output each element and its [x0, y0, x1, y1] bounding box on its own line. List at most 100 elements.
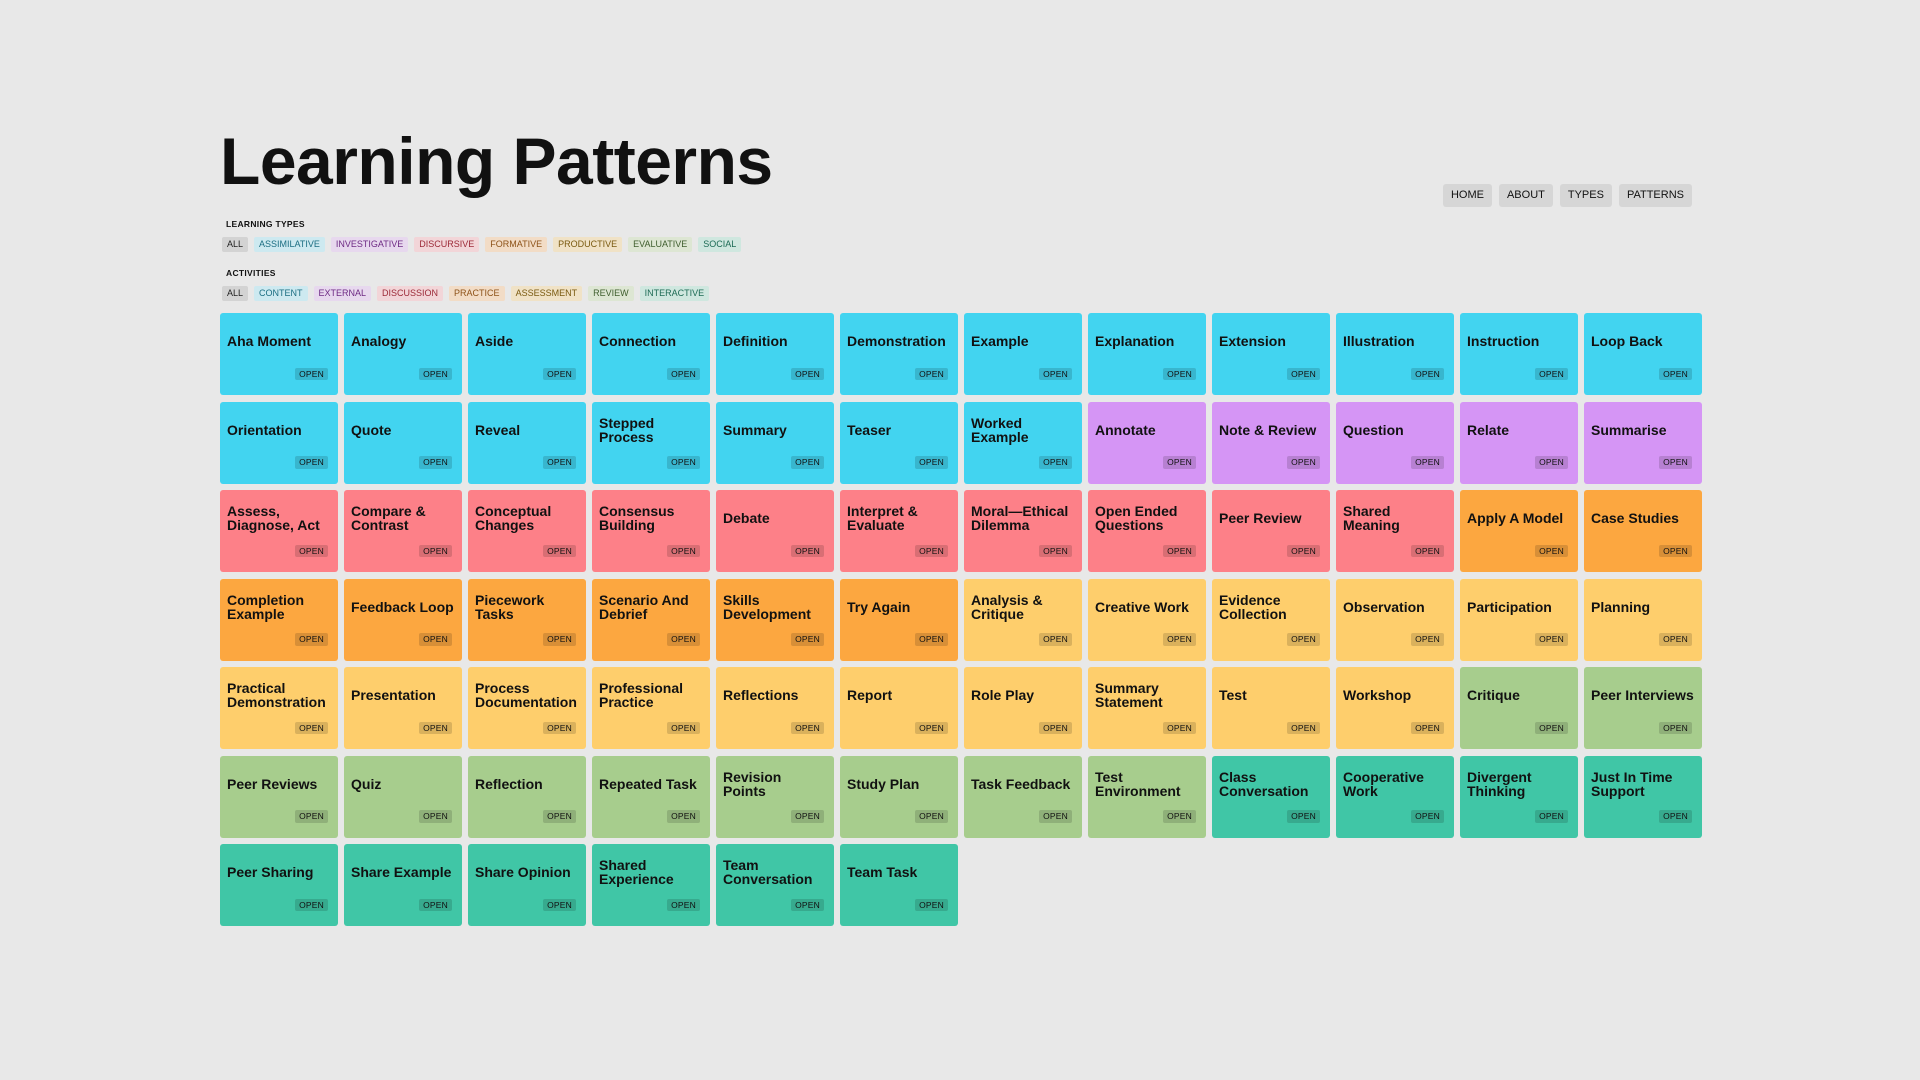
pattern-card-peer-interviews[interactable]: Peer Interviews OPEN — [1584, 667, 1702, 749]
pattern-card-team-conversation[interactable]: Team Conversation OPEN — [716, 844, 834, 926]
open-button[interactable]: OPEN — [915, 721, 948, 734]
open-button[interactable]: OPEN — [667, 367, 700, 380]
pattern-card-study-plan[interactable]: Study Plan OPEN — [840, 755, 958, 838]
open-button[interactable]: OPEN — [667, 721, 700, 734]
pattern-card-test[interactable]: Test OPEN — [1212, 667, 1330, 749]
open-button[interactable]: OPEN — [295, 810, 328, 823]
nav-patterns[interactable]: PATTERNS — [1618, 184, 1692, 207]
pattern-card-example[interactable]: Example OPEN — [964, 313, 1082, 395]
pattern-card-illustration[interactable]: Illustration OPEN — [1336, 313, 1454, 395]
type-chip-all[interactable]: ALL — [222, 237, 249, 252]
pattern-card-aha-moment[interactable]: Aha Moment OPEN — [220, 313, 338, 395]
open-button[interactable]: OPEN — [1287, 810, 1320, 823]
open-button[interactable]: OPEN — [1411, 721, 1444, 734]
pattern-card-peer-reviews[interactable]: Peer Reviews OPEN — [220, 755, 338, 838]
pattern-card-reflections[interactable]: Reflections OPEN — [716, 667, 834, 749]
pattern-card-peer-review[interactable]: Peer Review OPEN — [1212, 490, 1330, 572]
pattern-card-compare-contrast[interactable]: Compare & Contrast OPEN — [344, 490, 462, 572]
open-button[interactable]: OPEN — [295, 898, 328, 911]
pattern-card-task-feedback[interactable]: Task Feedback OPEN — [964, 755, 1082, 838]
open-button[interactable]: OPEN — [543, 456, 576, 469]
open-button[interactable]: OPEN — [1163, 810, 1196, 823]
open-button[interactable]: OPEN — [543, 810, 576, 823]
open-button[interactable]: OPEN — [791, 544, 824, 557]
open-button[interactable]: OPEN — [295, 367, 328, 380]
pattern-card-share-example[interactable]: Share Example OPEN — [344, 844, 462, 926]
open-button[interactable]: OPEN — [1411, 633, 1444, 646]
open-button[interactable]: OPEN — [1039, 544, 1072, 557]
open-button[interactable]: OPEN — [1163, 633, 1196, 646]
open-button[interactable]: OPEN — [1535, 721, 1568, 734]
open-button[interactable]: OPEN — [419, 810, 452, 823]
open-button[interactable]: OPEN — [1039, 810, 1072, 823]
pattern-card-summary[interactable]: Summary OPEN — [716, 401, 834, 484]
pattern-card-debate[interactable]: Debate OPEN — [716, 490, 834, 572]
pattern-card-revision-points[interactable]: Revision Points OPEN — [716, 755, 834, 838]
activity-chip-assessment[interactable]: ASSESSMENT — [510, 286, 583, 301]
open-button[interactable]: OPEN — [1039, 721, 1072, 734]
activity-chip-discussion[interactable]: DISCUSSION — [377, 286, 444, 301]
open-button[interactable]: OPEN — [791, 810, 824, 823]
pattern-card-presentation[interactable]: Presentation OPEN — [344, 667, 462, 749]
open-button[interactable]: OPEN — [543, 633, 576, 646]
open-button[interactable]: OPEN — [791, 367, 824, 380]
pattern-card-process-documentation[interactable]: Process Documentation OPEN — [468, 667, 586, 749]
pattern-card-repeated-task[interactable]: Repeated Task OPEN — [592, 755, 710, 838]
open-button[interactable]: OPEN — [915, 367, 948, 380]
pattern-card-feedback-loop[interactable]: Feedback Loop OPEN — [344, 578, 462, 661]
pattern-card-case-studies[interactable]: Case Studies OPEN — [1584, 490, 1702, 572]
open-button[interactable]: OPEN — [1163, 456, 1196, 469]
open-button[interactable]: OPEN — [667, 544, 700, 557]
pattern-card-just-in-time-support[interactable]: Just In Time Support OPEN — [1584, 755, 1702, 838]
pattern-card-question[interactable]: Question OPEN — [1336, 401, 1454, 484]
open-button[interactable]: OPEN — [667, 456, 700, 469]
pattern-card-divergent-thinking[interactable]: Divergent Thinking OPEN — [1460, 755, 1578, 838]
open-button[interactable]: OPEN — [1163, 544, 1196, 557]
pattern-card-explanation[interactable]: Explanation OPEN — [1088, 313, 1206, 395]
open-button[interactable]: OPEN — [295, 456, 328, 469]
open-button[interactable]: OPEN — [915, 898, 948, 911]
open-button[interactable]: OPEN — [1163, 367, 1196, 380]
open-button[interactable]: OPEN — [1039, 367, 1072, 380]
activity-chip-content[interactable]: CONTENT — [254, 286, 308, 301]
open-button[interactable]: OPEN — [915, 456, 948, 469]
open-button[interactable]: OPEN — [295, 633, 328, 646]
open-button[interactable]: OPEN — [1039, 456, 1072, 469]
pattern-card-workshop[interactable]: Workshop OPEN — [1336, 667, 1454, 749]
open-button[interactable]: OPEN — [1411, 810, 1444, 823]
pattern-card-practical-demonstration[interactable]: Practical Demonstration OPEN — [220, 667, 338, 749]
pattern-card-reflection[interactable]: Reflection OPEN — [468, 755, 586, 838]
open-button[interactable]: OPEN — [1659, 810, 1692, 823]
nav-types[interactable]: TYPES — [1559, 184, 1612, 207]
pattern-card-critique[interactable]: Critique OPEN — [1460, 667, 1578, 749]
pattern-card-skills-development[interactable]: Skills Development OPEN — [716, 578, 834, 661]
pattern-card-open-ended-questions[interactable]: Open Ended Questions OPEN — [1088, 490, 1206, 572]
pattern-card-reveal[interactable]: Reveal OPEN — [468, 401, 586, 484]
open-button[interactable]: OPEN — [1411, 544, 1444, 557]
activity-chip-practice[interactable]: PRACTICE — [449, 286, 505, 301]
pattern-card-try-again[interactable]: Try Again OPEN — [840, 578, 958, 661]
open-button[interactable]: OPEN — [419, 721, 452, 734]
open-button[interactable]: OPEN — [1535, 544, 1568, 557]
open-button[interactable]: OPEN — [915, 810, 948, 823]
open-button[interactable]: OPEN — [1535, 456, 1568, 469]
nav-home[interactable]: HOME — [1442, 184, 1492, 207]
open-button[interactable]: OPEN — [1535, 810, 1568, 823]
pattern-card-evidence-collection[interactable]: Evidence Collection OPEN — [1212, 578, 1330, 661]
open-button[interactable]: OPEN — [1535, 633, 1568, 646]
pattern-card-interpret-evaluate[interactable]: Interpret & Evaluate OPEN — [840, 490, 958, 572]
pattern-card-extension[interactable]: Extension OPEN — [1212, 313, 1330, 395]
pattern-card-assess-diagnose-act[interactable]: Assess, Diagnose, Act OPEN — [220, 490, 338, 572]
open-button[interactable]: OPEN — [1287, 456, 1320, 469]
pattern-card-role-play[interactable]: Role Play OPEN — [964, 667, 1082, 749]
open-button[interactable]: OPEN — [1659, 721, 1692, 734]
pattern-card-moral-ethical-dilemma[interactable]: Moral—Ethical Dilemma OPEN — [964, 490, 1082, 572]
pattern-card-definition[interactable]: Definition OPEN — [716, 313, 834, 395]
pattern-card-cooperative-work[interactable]: Cooperative Work OPEN — [1336, 755, 1454, 838]
pattern-card-test-environment[interactable]: Test Environment OPEN — [1088, 755, 1206, 838]
open-button[interactable]: OPEN — [667, 810, 700, 823]
pattern-card-planning[interactable]: Planning OPEN — [1584, 578, 1702, 661]
open-button[interactable]: OPEN — [791, 633, 824, 646]
pattern-card-loop-back[interactable]: Loop Back OPEN — [1584, 313, 1702, 395]
type-chip-social[interactable]: SOCIAL — [698, 237, 742, 252]
